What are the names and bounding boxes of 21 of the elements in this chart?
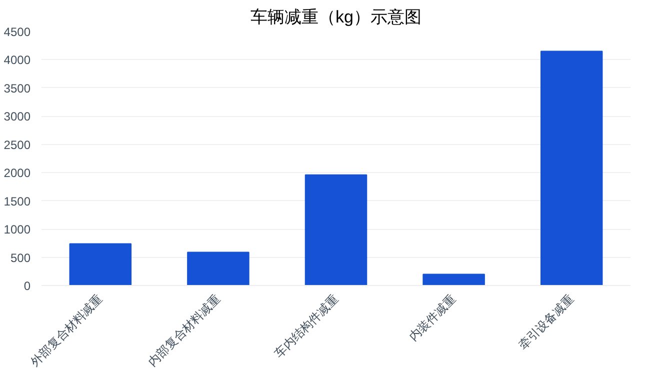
chart-title: 车辆减重（kg）示意图 [250,8,422,26]
x-tick-label: 内部复合材料减重 [145,292,224,370]
y-tick-label: 500 [10,250,31,265]
x-tick-label: 外部复合材料减重 [28,292,106,370]
y-tick-label: 2000 [4,166,31,180]
x-tick-label: 内装件减重 [406,292,459,344]
y-tick-label: 3000 [4,110,31,124]
y-tick-label: 4500 [4,25,31,39]
bar [304,174,368,286]
y-tick-label: 1500 [4,194,31,208]
y-tick-label: 3500 [4,81,31,96]
y-tick-label: 0 [24,279,31,293]
bar [422,274,485,286]
bar [69,243,132,286]
bar [187,252,250,286]
bar [540,50,603,286]
x-tick-label: 牵引设备减重 [516,292,577,352]
x-tick-label: 车内结构件减重 [272,292,341,361]
y-tick-label: 4000 [4,53,31,68]
y-tick-label: 1000 [4,222,31,237]
y-tick-label: 2500 [4,138,31,152]
